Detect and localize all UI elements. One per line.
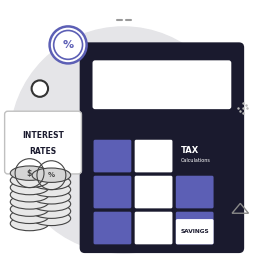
Ellipse shape <box>10 195 49 209</box>
FancyBboxPatch shape <box>94 176 131 208</box>
Circle shape <box>32 80 48 97</box>
Circle shape <box>50 26 87 63</box>
Ellipse shape <box>32 197 71 211</box>
Ellipse shape <box>32 175 71 190</box>
Text: %: % <box>62 40 74 50</box>
Ellipse shape <box>32 182 71 197</box>
Ellipse shape <box>32 204 71 218</box>
FancyBboxPatch shape <box>135 140 172 172</box>
Ellipse shape <box>10 209 49 223</box>
FancyBboxPatch shape <box>5 111 81 174</box>
Ellipse shape <box>10 180 49 195</box>
Ellipse shape <box>32 211 71 226</box>
FancyBboxPatch shape <box>176 219 214 244</box>
FancyBboxPatch shape <box>80 42 244 253</box>
Ellipse shape <box>10 202 49 216</box>
Ellipse shape <box>32 168 71 182</box>
Text: SAVINGS: SAVINGS <box>180 229 209 234</box>
FancyBboxPatch shape <box>93 60 231 109</box>
Text: %: % <box>48 172 55 178</box>
Text: INTEREST: INTEREST <box>22 131 64 140</box>
Ellipse shape <box>10 173 49 188</box>
FancyBboxPatch shape <box>94 140 131 172</box>
Ellipse shape <box>10 188 49 202</box>
FancyBboxPatch shape <box>94 212 131 244</box>
FancyBboxPatch shape <box>135 212 172 244</box>
Text: RATES: RATES <box>30 146 57 156</box>
FancyBboxPatch shape <box>176 212 214 244</box>
Ellipse shape <box>10 166 49 180</box>
FancyBboxPatch shape <box>176 176 214 208</box>
Ellipse shape <box>10 216 49 231</box>
Text: $: $ <box>27 169 32 178</box>
Text: Calculations: Calculations <box>180 158 210 163</box>
Ellipse shape <box>32 190 71 204</box>
FancyBboxPatch shape <box>135 176 172 208</box>
Text: TAX: TAX <box>180 146 199 155</box>
Circle shape <box>10 27 236 253</box>
